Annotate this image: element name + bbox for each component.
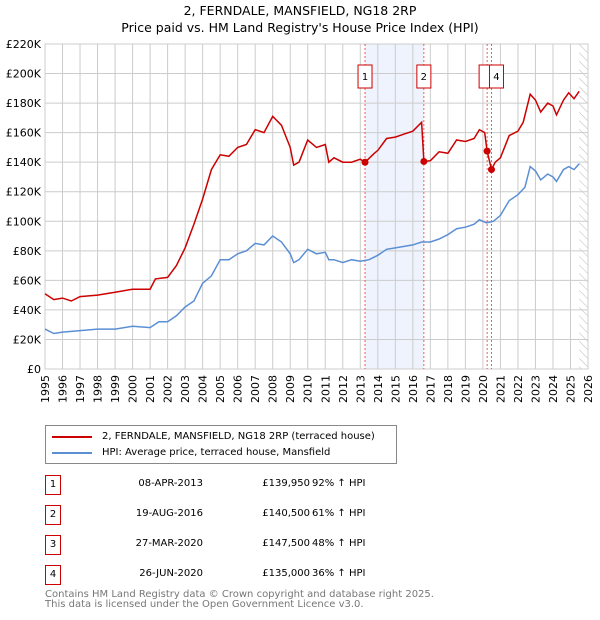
x-tick-label: 1995: [39, 375, 52, 403]
legend-swatch-property: [52, 435, 92, 438]
y-tick-label: £120K: [6, 186, 42, 199]
x-tick-label: 2009: [284, 375, 297, 403]
sale-marker-box: [357, 64, 373, 89]
x-tick-label: 1999: [109, 375, 122, 403]
y-tick-label: £180K: [6, 97, 42, 110]
x-tick-label: 2026: [582, 375, 595, 403]
sale-marker-label: 3: [45, 535, 61, 555]
x-tick-label: 2018: [442, 375, 455, 403]
x-tick-label: 2008: [267, 375, 280, 403]
sale-marker-label: 1: [45, 475, 61, 495]
y-tick-label: £160K: [6, 127, 42, 140]
sale-price: £139,950: [262, 478, 310, 489]
x-tick-label: 2002: [162, 375, 175, 403]
chart-subtitle: Price paid vs. HM Land Registry's House …: [121, 20, 479, 35]
sale-date: 26-JUN-2020: [139, 568, 203, 579]
x-tick-label: 2024: [547, 375, 560, 403]
x-tick-label: 2003: [179, 375, 192, 403]
x-tick-label: 2025: [564, 375, 577, 403]
y-tick-label: £220K: [6, 38, 42, 51]
y-tick-label: £0: [27, 363, 41, 376]
x-tick-label: 2004: [197, 375, 210, 403]
legend-swatch-hpi: [52, 451, 92, 454]
sale-marker-label: 1: [362, 72, 368, 83]
sale-hpi-diff: 61% ↑ HPI: [312, 508, 366, 519]
footer-line2: This data is licensed under the Open Gov…: [45, 599, 364, 610]
x-tick-label: 1997: [74, 375, 87, 403]
x-tick-label: 2014: [372, 375, 385, 403]
x-tick-label: 2006: [232, 375, 245, 403]
x-tick-label: 2001: [144, 375, 157, 403]
x-tick-label: 2015: [389, 375, 402, 403]
footer: Contains HM Land Registry data © Crown c…: [45, 590, 434, 610]
sale-date: 08-APR-2013: [138, 478, 203, 489]
x-tick-label: 2019: [459, 375, 472, 403]
sale-marker-box: [488, 64, 504, 89]
sale-price: £140,500: [262, 508, 310, 519]
sale-marker-label: 4: [493, 72, 499, 83]
y-tick-label: £60K: [13, 274, 42, 287]
y-tick-label: £100K: [6, 215, 42, 228]
x-tick-label: 2005: [214, 375, 227, 403]
plot-frame: [44, 43, 589, 370]
y-tick-label: £20K: [13, 333, 42, 346]
sale-date: 19-AUG-2016: [135, 508, 203, 519]
sale-marker-label: 4: [45, 565, 61, 585]
x-tick-label: 2017: [424, 375, 437, 403]
x-tick-label: 2023: [529, 375, 542, 403]
x-tick-label: 2007: [249, 375, 262, 403]
sale-hpi-diff: 48% ↑ HPI: [312, 538, 366, 549]
sale-row: 4 26-JUN-2020 £135,000 36% ↑ HPI: [45, 565, 445, 585]
sale-date: 27-MAR-2020: [135, 538, 203, 549]
sale-price: £135,000: [262, 568, 310, 579]
sale-marker-label: 2: [45, 505, 61, 525]
x-tick-label: 2000: [127, 375, 140, 403]
chart-title: 2, FERNDALE, MANSFIELD, NG18 2RP: [183, 3, 417, 18]
forecast-hatch: [579, 44, 588, 369]
x-tick-label: 2022: [512, 375, 525, 403]
x-tick-label: 1998: [92, 375, 105, 403]
x-tick-label: 2010: [302, 375, 315, 403]
hpi-line: [44, 163, 580, 335]
legend-label-property: 2, FERNDALE, MANSFIELD, NG18 2RP (terrac…: [102, 431, 375, 442]
x-tick-label: 2020: [477, 375, 490, 403]
x-tick-label: 2021: [494, 375, 507, 403]
y-tick-label: £80K: [13, 245, 42, 258]
legend: 2, FERNDALE, MANSFIELD, NG18 2RP (terrac…: [45, 425, 397, 464]
property-price-line: [44, 90, 580, 302]
sale-marker-label: 2: [421, 72, 427, 83]
sale-marker-box: [416, 64, 432, 89]
sale-row: 3 27-MAR-2020 £147,500 48% ↑ HPI: [45, 535, 445, 555]
y-tick-label: £40K: [13, 304, 42, 317]
price-chart: 1995 1996 1997 1998 1999 2000 2001 2002 2003 2004…: [6, 38, 595, 403]
sale-row: 2 19-AUG-2016 £140,500 61% ↑ HPI: [45, 505, 445, 525]
sale-hpi-diff: 36% ↑ HPI: [312, 568, 366, 579]
sale-price: £147,500: [262, 538, 310, 549]
sale-point: [361, 158, 369, 166]
sale-hpi-diff: 92% ↑ HPI: [312, 478, 366, 489]
sale-point: [487, 166, 495, 174]
x-tick-label: 2012: [337, 375, 350, 403]
shaded-period: [365, 44, 424, 369]
legend-label-hpi: HPI: Average price, terraced house, Mans…: [102, 447, 331, 458]
y-tick-label: £200K: [6, 68, 42, 81]
sale-point: [420, 157, 428, 165]
x-tick-label: 2016: [407, 375, 420, 403]
sale-row: 1 08-APR-2013 £139,950 92% ↑ HPI: [45, 475, 445, 495]
x-tick-label: 2011: [319, 375, 332, 403]
x-tick-label: 2013: [354, 375, 367, 403]
y-tick-label: £140K: [6, 156, 42, 169]
sale-point: [483, 147, 491, 155]
x-tick-label: 1996: [57, 375, 70, 403]
footer-line1: Contains HM Land Registry data © Crown c…: [45, 589, 434, 600]
